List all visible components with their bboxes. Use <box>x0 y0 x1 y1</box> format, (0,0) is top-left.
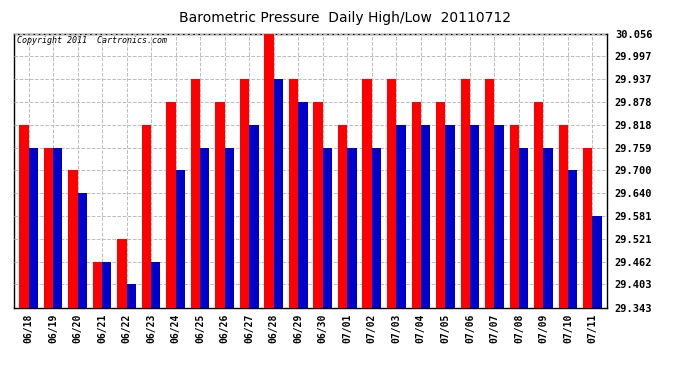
Bar <box>191 80 200 308</box>
Bar <box>510 125 519 308</box>
Bar <box>102 262 111 308</box>
Text: Copyright 2011  Cartronics.com: Copyright 2011 Cartronics.com <box>17 36 167 45</box>
Bar <box>372 148 381 308</box>
Bar <box>19 125 28 308</box>
Bar <box>485 80 495 308</box>
Bar <box>53 148 62 308</box>
Bar <box>215 102 225 308</box>
Bar <box>534 102 544 308</box>
Bar <box>274 80 283 308</box>
Bar <box>176 170 185 308</box>
Bar <box>544 148 553 308</box>
Bar <box>323 148 332 308</box>
Bar <box>559 125 568 308</box>
Bar <box>421 125 430 308</box>
Bar <box>289 80 298 308</box>
Bar <box>313 102 323 308</box>
Bar <box>225 148 234 308</box>
Bar <box>519 148 529 308</box>
Bar <box>470 125 479 308</box>
Bar <box>77 194 87 308</box>
Bar <box>338 125 347 308</box>
Bar <box>28 148 38 308</box>
Bar <box>264 34 274 308</box>
Bar <box>495 125 504 308</box>
Bar <box>445 125 455 308</box>
Bar <box>200 148 210 308</box>
Bar <box>43 148 53 308</box>
Bar <box>460 80 470 308</box>
Bar <box>593 216 602 308</box>
Bar <box>387 80 396 308</box>
Bar <box>249 125 259 308</box>
Bar <box>396 125 406 308</box>
Bar <box>117 239 126 308</box>
Bar <box>92 262 102 308</box>
Bar <box>583 148 593 308</box>
Bar <box>436 102 445 308</box>
Text: Barometric Pressure  Daily High/Low  20110712: Barometric Pressure Daily High/Low 20110… <box>179 11 511 25</box>
Bar <box>347 148 357 308</box>
Bar <box>68 170 77 308</box>
Bar <box>362 80 372 308</box>
Bar <box>126 285 136 308</box>
Bar <box>298 102 308 308</box>
Bar <box>166 102 176 308</box>
Bar <box>411 102 421 308</box>
Bar <box>142 125 151 308</box>
Bar <box>240 80 249 308</box>
Bar <box>151 262 161 308</box>
Bar <box>568 170 578 308</box>
